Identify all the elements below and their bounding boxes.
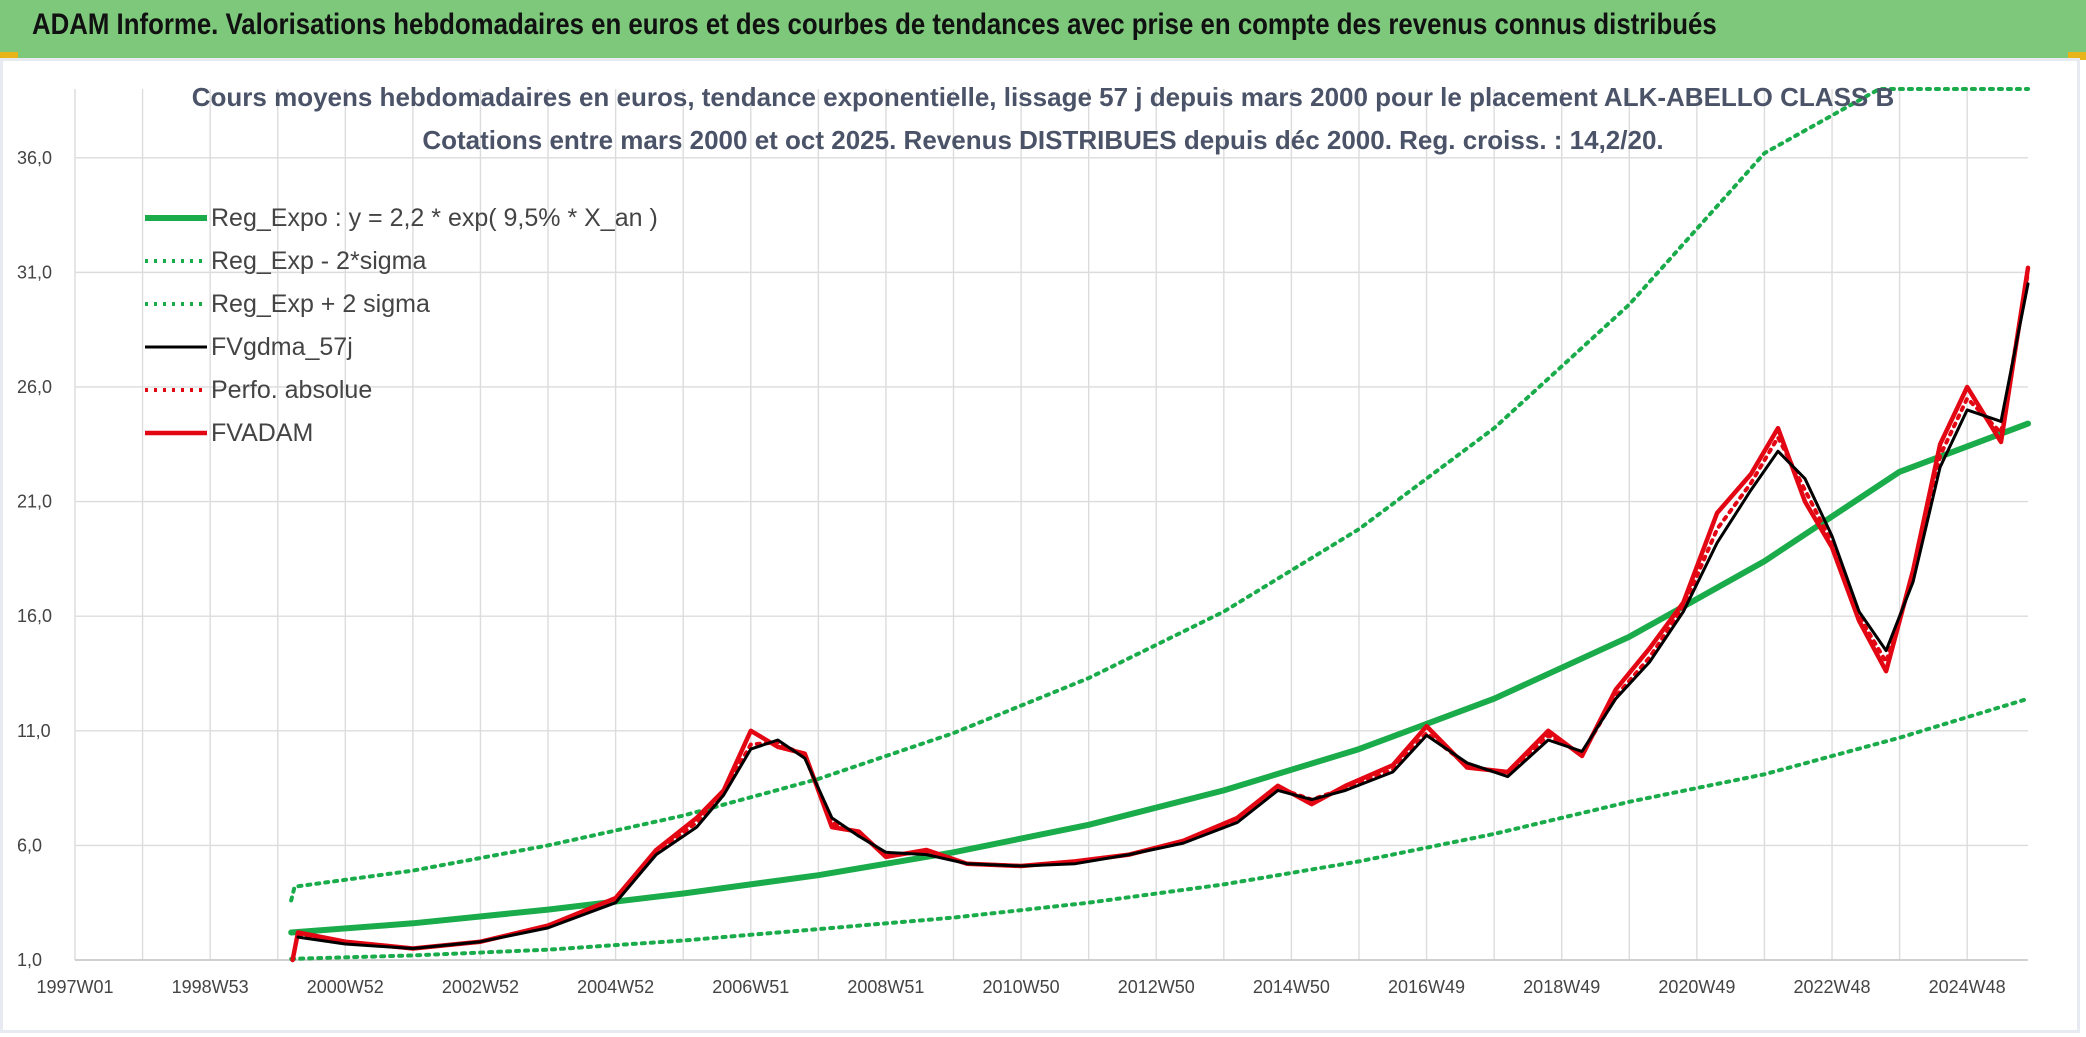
legend: Reg_Expo : y = 2,2 * exp( 9,5% * X_an ) R… xyxy=(145,204,658,447)
legend-label: Perfo. absolue xyxy=(211,376,372,404)
x-tick-label: 2012W50 xyxy=(1118,977,1195,997)
y-tick-label: 36,0 xyxy=(17,148,52,168)
x-tick-label: 2002W52 xyxy=(442,977,519,997)
legend-label: Reg_Exp - 2*sigma xyxy=(211,247,426,275)
x-tick-label: 1997W01 xyxy=(36,977,113,997)
x-tick-label: 2022W48 xyxy=(1793,977,1870,997)
x-tick-label: 1998W53 xyxy=(172,977,249,997)
y-tick-label: 1,0 xyxy=(17,950,42,970)
x-tick-label: 2014W50 xyxy=(1253,977,1330,997)
y-tick-label: 31,0 xyxy=(17,262,52,282)
x-tick-label: 2024W48 xyxy=(1929,977,2006,997)
x-tick-label: 2004W52 xyxy=(577,977,654,997)
series-line-6 xyxy=(293,268,2028,960)
chart-frame: 1,0 6,0 11,0 16,0 21,0 26,0 31,0 36,0 1997W01 19… xyxy=(0,58,2080,1033)
x-tick-label: 2006W51 xyxy=(712,977,789,997)
legend-label: FVADAM xyxy=(211,419,313,447)
x-tick-label: 2000W52 xyxy=(307,977,384,997)
x-axis: 1997W01 1998W53 2000W52 2002W52 2004W52 2006W… xyxy=(36,977,2005,997)
y-axis: 1,0 6,0 11,0 16,0 21,0 26,0 31,0 36,0 xyxy=(17,148,52,970)
legend-label: Reg_Expo : y = 2,2 * exp( 9,5% * X_an ) xyxy=(211,204,658,232)
legend-label: FVgdma_57j xyxy=(211,333,353,361)
y-tick-label: 16,0 xyxy=(17,606,52,626)
banner-title: ADAM Informe. Valorisations hebdomadaire… xyxy=(32,8,1717,42)
chart-subtitle: Cotations entre mars 2000 et oct 2025. R… xyxy=(422,125,1663,155)
chart-title: Cours moyens hebdomadaires en euros, ten… xyxy=(192,82,1895,112)
chart-area: 1,06,011,016,021,026,031,036,0 1997W01 19… xyxy=(3,61,2077,1030)
legend-label: Reg_Exp + 2 sigma xyxy=(211,290,430,318)
y-tick-label: 6,0 xyxy=(17,835,42,855)
y-tick-label: 26,0 xyxy=(17,377,52,397)
x-tick-label: 2010W50 xyxy=(983,977,1060,997)
y-tick-label: 11,0 xyxy=(17,721,51,741)
x-tick-label: 2020W49 xyxy=(1658,977,1735,997)
series-line-1 xyxy=(291,424,2028,933)
x-tick-label: 2008W51 xyxy=(847,977,924,997)
banner: ADAM Informe. Valorisations hebdomadaire… xyxy=(0,0,2086,58)
x-tick-label: 2018W49 xyxy=(1523,977,1600,997)
y-tick-label: 21,0 xyxy=(17,492,52,512)
x-tick-label: 2016W49 xyxy=(1388,977,1465,997)
series-line-2 xyxy=(291,699,2028,959)
